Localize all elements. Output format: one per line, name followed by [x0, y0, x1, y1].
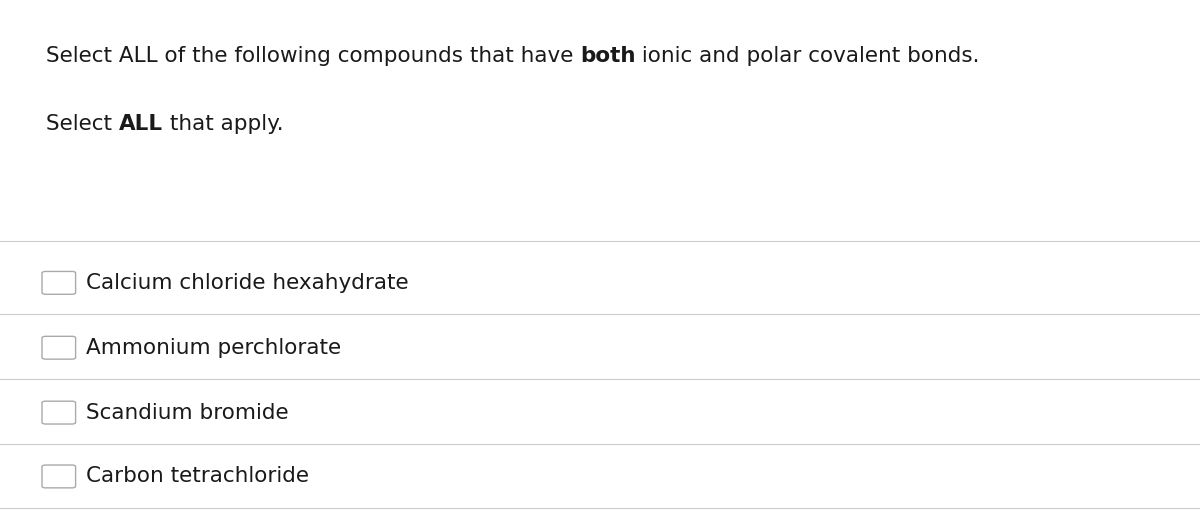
Text: both: both — [580, 46, 635, 66]
FancyBboxPatch shape — [42, 465, 76, 488]
FancyBboxPatch shape — [42, 271, 76, 294]
Text: Calcium chloride hexahydrate: Calcium chloride hexahydrate — [86, 273, 409, 293]
FancyBboxPatch shape — [42, 401, 76, 424]
Text: Ammonium perchlorate: Ammonium perchlorate — [86, 338, 342, 358]
Text: ionic and polar covalent bonds.: ionic and polar covalent bonds. — [635, 46, 980, 66]
Text: Select ALL of the following compounds that have: Select ALL of the following compounds th… — [46, 46, 580, 66]
Text: that apply.: that apply. — [163, 114, 283, 134]
Text: Scandium bromide: Scandium bromide — [86, 403, 289, 422]
Text: Select: Select — [46, 114, 119, 134]
Text: Carbon tetrachloride: Carbon tetrachloride — [86, 467, 310, 486]
Text: ALL: ALL — [119, 114, 163, 134]
FancyBboxPatch shape — [42, 336, 76, 359]
